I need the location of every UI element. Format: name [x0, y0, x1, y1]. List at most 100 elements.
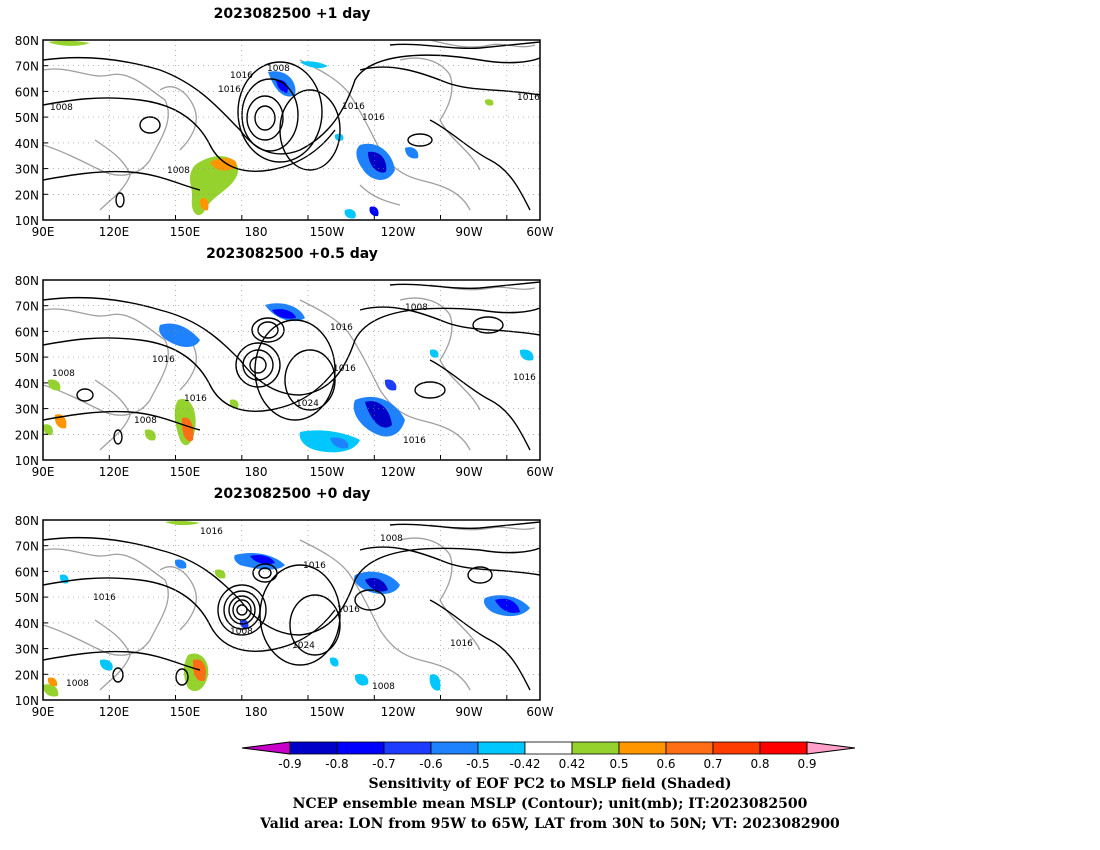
colorbar-low-triangle	[241, 741, 291, 755]
lat-tick-label: 70N	[15, 60, 39, 74]
lon-tick-label: 60W	[526, 705, 553, 719]
colorbar-swatch	[665, 741, 714, 755]
lon-tick-label: 120E	[99, 465, 130, 479]
colorbar-label: -0.7	[372, 757, 395, 771]
lat-tick-label: 80N	[15, 34, 39, 48]
contour-label: 1016	[337, 605, 360, 615]
panel-2-title: 2023082500 +0.5 day	[206, 246, 378, 262]
contour-label: 1016	[330, 323, 353, 333]
mslp-contours	[43, 521, 540, 691]
contour-label: 1016	[184, 394, 207, 404]
lat-tick-label: 50N	[15, 111, 39, 125]
lon-tick-label: 120W	[381, 465, 416, 479]
map-frame	[42, 519, 541, 701]
lat-tick-label: 20N	[15, 668, 39, 682]
lon-tick-label: 180	[245, 225, 268, 239]
map-panel-1: 1008 1016 1016 1008 1016 1016 1016 1008	[42, 39, 541, 221]
colorbar: -0.9 -0.8 -0.7 -0.6 -0.5 -0.42 0.42 0.5 0.6 0.7 0.…	[241, 741, 856, 771]
lon-tick-label: 90E	[32, 225, 55, 239]
colorbar-high-triangle	[806, 741, 856, 755]
lat-tick-label: 10N	[15, 694, 39, 708]
contour-label: 1024	[296, 399, 319, 409]
lat-tick-label: 70N	[15, 540, 39, 554]
colorbar-label: 0.42	[559, 757, 586, 771]
panel-1-title: 2023082500 +1 day	[213, 6, 371, 22]
contour-label: 1008	[167, 166, 190, 176]
lon-tick-label: 150E	[170, 225, 201, 239]
lon-tick-label: 180	[245, 465, 268, 479]
contour-labels: 1008 1008 1016 1016 1016 1024 1016 1016 …	[52, 303, 536, 446]
lon-tick-label: 90W	[455, 225, 482, 239]
map-frame	[42, 279, 541, 461]
lat-tick-label: 60N	[15, 85, 39, 99]
colorbar-label: 0.8	[750, 757, 769, 771]
contour-label: 1016	[362, 113, 385, 123]
contour-label: 1008	[405, 303, 428, 313]
lon-tick-label: 150E	[170, 465, 201, 479]
lon-tick-label: 90E	[32, 465, 55, 479]
lon-tick-label: 180	[245, 705, 268, 719]
contour-label: 1016	[218, 85, 241, 95]
colorbar-label: 0.7	[703, 757, 722, 771]
map-panel-3: 1016 1008 1016 1016 1008 1024 1016 1016 …	[42, 519, 541, 701]
coastlines	[43, 524, 536, 691]
map-ticks	[43, 65, 508, 220]
contour-label: 1016	[200, 527, 223, 537]
colorbar-label: -0.6	[419, 757, 442, 771]
contour-label: 1016	[450, 639, 473, 649]
colorbar-swatch	[477, 741, 526, 755]
lat-tick-label: 60N	[15, 565, 39, 579]
colorbar-label: -0.8	[325, 757, 348, 771]
contour-label: 1008	[372, 682, 395, 692]
colorbar-label: -0.9	[278, 757, 301, 771]
lon-tick-label: 60W	[526, 225, 553, 239]
contour-label: 1024	[292, 641, 315, 651]
lat-tick-label: 10N	[15, 214, 39, 228]
contour-label: 1008	[380, 534, 403, 544]
colorbar-swatch	[289, 741, 338, 755]
graticule	[43, 520, 540, 700]
lat-tick-label: 20N	[15, 188, 39, 202]
contour-label: 1008	[267, 64, 290, 74]
lon-tick-label: 150E	[170, 705, 201, 719]
lat-tick-label: 30N	[15, 403, 39, 417]
coastlines	[43, 284, 536, 451]
contour-label: 1016	[342, 102, 365, 112]
lat-tick-label: 30N	[15, 643, 39, 657]
colorbar-swatch	[524, 741, 573, 755]
contour-label: 1008	[50, 103, 73, 113]
lon-tick-label: 90E	[32, 705, 55, 719]
map-ticks	[43, 305, 508, 460]
contour-label: 1016	[403, 436, 426, 446]
contour-label: 1008	[52, 369, 75, 379]
graticule	[43, 40, 540, 220]
contour-labels: 1016 1008 1016 1016 1008 1024 1016 1016 …	[66, 527, 473, 692]
lon-tick-label: 60W	[526, 465, 553, 479]
colorbar-swatch	[712, 741, 761, 755]
colorbar-label: -0.42	[509, 757, 540, 771]
mslp-contours	[43, 41, 540, 211]
contour-label: 1016	[152, 355, 175, 365]
lat-tick-label: 20N	[15, 428, 39, 442]
map-panel-2: 1008 1008 1016 1016 1016 1024 1016 1016 …	[42, 279, 541, 461]
colorbar-swatch	[618, 741, 667, 755]
caption-line-2: NCEP ensemble mean MSLP (Contour); unit(…	[292, 796, 808, 812]
colorbar-swatch	[571, 741, 620, 755]
lon-tick-label: 120E	[99, 225, 130, 239]
contour-label: 1008	[134, 416, 157, 426]
sensitivity-shading	[48, 40, 494, 219]
lat-tick-label: 40N	[15, 617, 39, 631]
lon-tick-label: 90W	[455, 465, 482, 479]
map-ticks	[43, 545, 508, 700]
contour-label: 1016	[333, 364, 356, 374]
lat-tick-label: 70N	[15, 300, 39, 314]
lon-tick-label: 120E	[99, 705, 130, 719]
caption-line-1: Sensitivity of EOF PC2 to MSLP field (Sh…	[368, 776, 732, 792]
colorbar-swatch	[336, 741, 385, 755]
lat-tick-label: 30N	[15, 163, 39, 177]
lat-tick-label: 80N	[15, 274, 39, 288]
lat-tick-label: 80N	[15, 514, 39, 528]
contour-label: 1016	[93, 593, 116, 603]
